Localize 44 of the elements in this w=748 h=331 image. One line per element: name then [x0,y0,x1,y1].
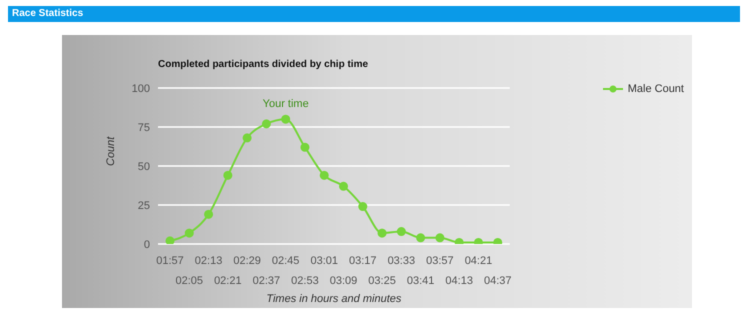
x-tick-label: 03:09 [330,275,358,287]
x-tick-label: 03:01 [310,255,338,267]
x-tick-label: 04:21 [464,255,492,267]
point [416,233,426,242]
point [300,142,310,152]
x-tick-label: 03:57 [426,255,454,267]
point [166,236,174,244]
point [320,170,329,180]
point [435,233,444,242]
x-axis-title: Times in hours and minutes [266,293,402,305]
x-tick-label: 02:05 [176,275,204,287]
point [358,202,368,212]
y-tick-label: 0 [144,238,150,251]
x-tick-label: 02:53 [291,275,319,287]
y-tick-label: 75 [138,122,150,134]
x-tick-label: 02:13 [194,255,222,267]
point [242,133,252,142]
x-tick-label: 03:33 [388,255,416,267]
x-tick-label: 02:29 [233,255,261,267]
point [223,170,232,180]
x-tick-label: 03:41 [406,275,434,287]
y-tick-label: 50 [138,160,150,173]
text: Race Statistics [8,6,740,22]
y-tick-label: 25 [138,200,150,212]
x-tick-label: 02:21 [214,275,242,287]
legend-label: Male Count [628,83,684,95]
point [184,228,194,238]
y-axis-title: Count [104,136,117,166]
x-tick-label: 04:37 [484,275,512,287]
x-tick-label: 03:25 [368,275,396,287]
point [396,227,406,236]
point [339,182,348,191]
point [378,228,387,238]
x-tick-label: 02:45 [272,255,300,267]
y-tick-label: 100 [132,82,150,95]
x-tick-label: 03:17 [349,255,377,267]
x-tick-label: 02:37 [252,275,280,287]
point [281,114,290,124]
x-tick-label: 01:57 [156,255,184,267]
annotation: Your time [262,98,309,110]
chart-title: Completed participants divided by chip time [158,59,368,70]
x-tick-label: 04:13 [445,275,473,287]
point [204,210,214,219]
point [262,119,271,128]
